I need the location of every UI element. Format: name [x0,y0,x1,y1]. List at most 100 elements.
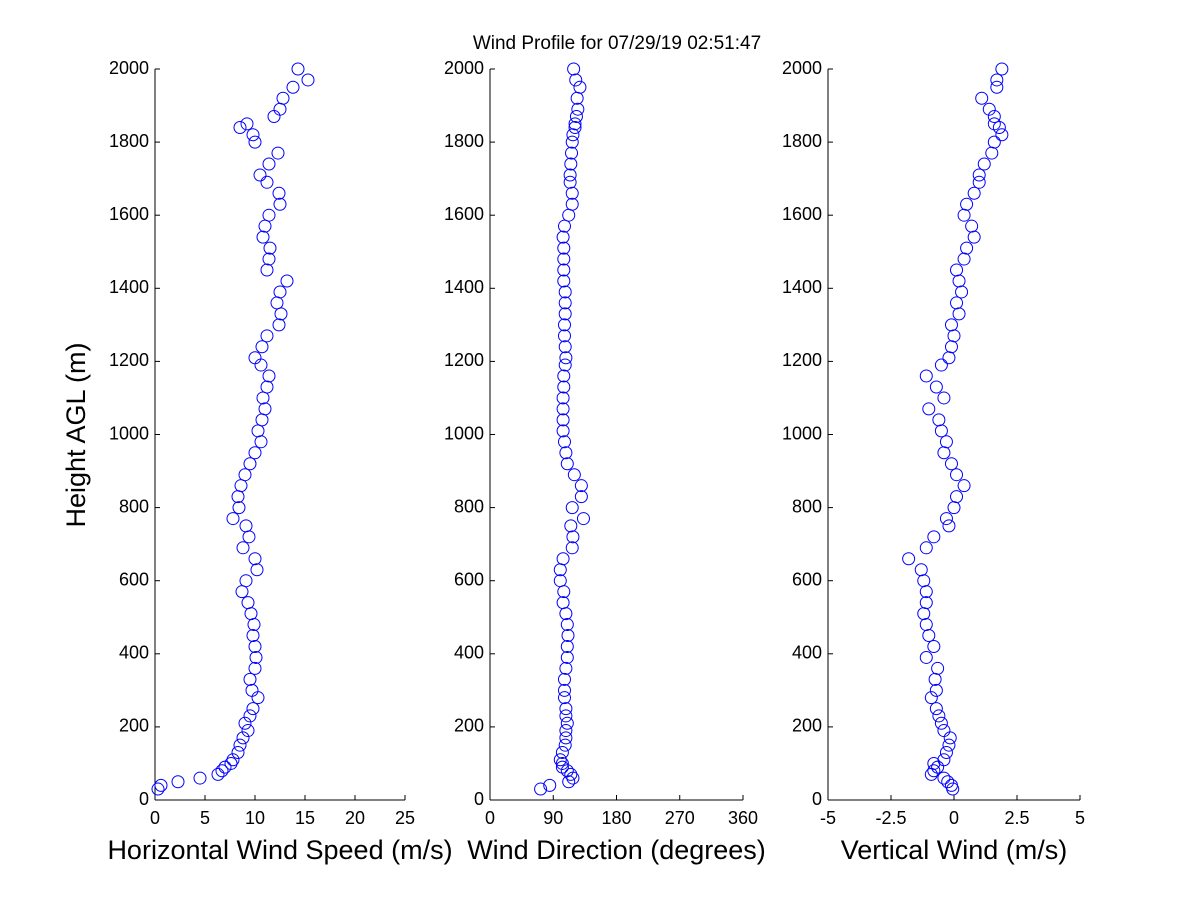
point [236,731,250,745]
y-tick-label: 1400 [782,277,822,297]
point [253,168,267,182]
point [233,738,247,752]
point [256,230,270,244]
point [255,340,269,354]
point [569,73,583,87]
point [262,252,276,266]
point [565,146,579,160]
point [942,519,956,533]
point [944,457,958,471]
point [927,639,941,653]
point [258,402,272,416]
point [246,702,260,716]
point [280,274,294,288]
point [565,135,579,149]
y-tick-label: 800 [119,496,149,516]
point [931,661,945,675]
point [563,175,577,189]
point [559,446,573,460]
point [557,252,571,266]
point [243,672,257,686]
point [939,745,953,759]
y-tick-label: 400 [119,643,149,663]
point [965,219,979,233]
point [568,120,582,134]
point [260,380,274,394]
point [990,73,1004,87]
point [560,639,574,653]
point [241,724,255,738]
point [937,724,951,738]
point [555,756,569,770]
point [995,128,1009,142]
point [937,391,951,405]
point [560,618,574,632]
x-tick-label: 0 [150,808,160,828]
point [569,110,583,124]
point [941,775,955,789]
y-tick-label: 1000 [782,423,822,443]
point [932,709,946,723]
point [246,629,260,643]
point [564,519,578,533]
point [563,168,577,182]
point [262,369,276,383]
point [238,716,252,730]
point [565,186,579,200]
point [565,501,579,515]
x-tick-label: 90 [543,808,563,828]
point [919,596,933,610]
point [154,778,168,792]
point [957,479,971,493]
point [239,519,253,533]
point [914,563,928,577]
point [249,650,263,664]
chart-title: Wind Profile for 07/29/19 02:51:47 [473,33,761,54]
point [995,62,1009,76]
y-tick-label: 1400 [109,277,149,297]
point [215,764,229,778]
y-tick-label: 1800 [444,131,484,151]
point [260,175,274,189]
point [291,62,305,76]
point [556,552,570,566]
point [557,380,571,394]
point [929,702,943,716]
point [231,745,245,759]
point [553,753,567,767]
y-tick-label: 0 [139,789,149,809]
y-tick-label: 200 [792,716,822,736]
point [972,175,986,189]
x-axis-label: Vertical Wind (m/s) [841,835,1068,865]
y-tick-label: 2000 [109,58,149,78]
x-tick-label: 0 [485,808,495,828]
y-tick-label: 1000 [444,423,484,443]
point [233,120,247,134]
y-tick-label: 1000 [109,423,149,443]
point [558,358,572,372]
x-tick-label: 2.5 [1004,808,1029,828]
point [240,117,254,131]
point [226,512,240,526]
point [566,128,580,142]
point [557,219,571,233]
x-tick-label: 25 [395,808,415,828]
point [574,490,588,504]
point [232,501,246,515]
y-tick-label: 0 [812,789,822,809]
point [556,413,570,427]
point [576,512,590,526]
point [151,782,165,796]
x-tick-label: -2.5 [875,808,906,828]
point [944,318,958,332]
point [987,117,1001,131]
point [567,62,581,76]
point [950,468,964,482]
point [271,146,285,160]
y-tick-label: 400 [792,643,822,663]
x-tick-label: 270 [665,808,695,828]
point [553,574,567,588]
point [934,358,948,372]
point [557,241,571,255]
